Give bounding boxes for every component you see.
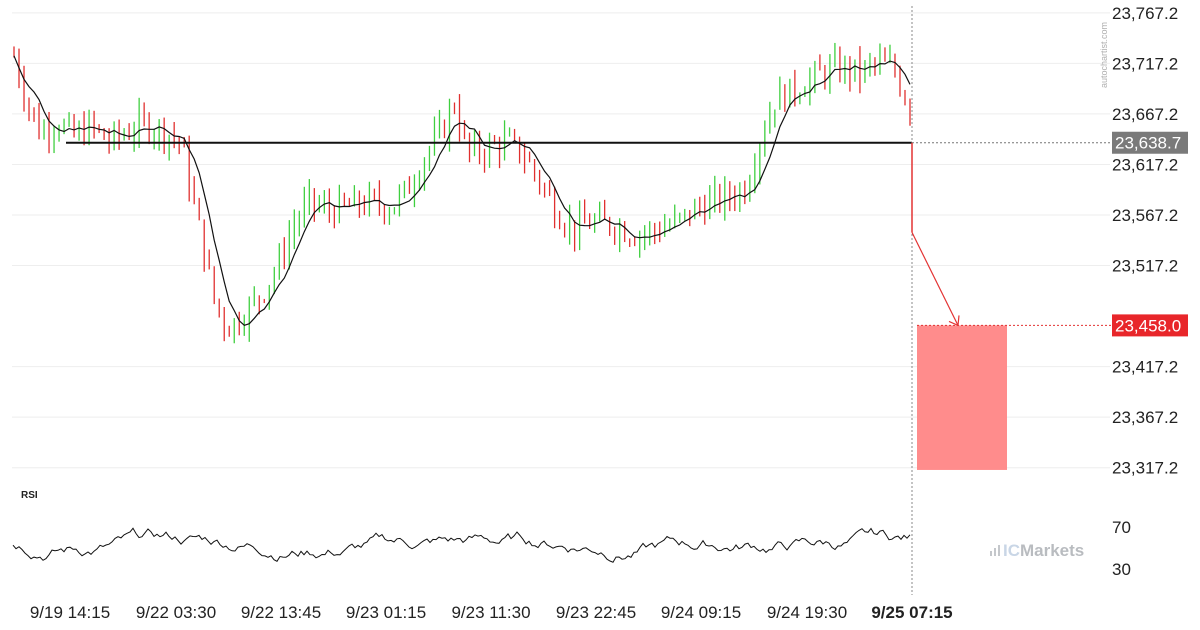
current-price-tag-bg [1112, 131, 1188, 154]
x-tick-label: 9/24 09:15 [661, 603, 741, 622]
rsi-label: RSI [21, 490, 38, 501]
brand-logo: ICMarkets [990, 541, 1084, 560]
y-tick-label: 23,617.2 [1112, 155, 1178, 174]
x-tick-label: 9/23 01:15 [346, 603, 426, 622]
brand-bars-icon [990, 545, 1000, 556]
y-tick-label: 23,367.2 [1112, 408, 1178, 427]
brand-name: ICMarkets [1003, 541, 1084, 560]
forecast-arrowhead [948, 315, 960, 327]
forecast-arrow-line [911, 232, 959, 326]
y-tick-label: 23,317.2 [1112, 459, 1178, 478]
y-tick-label: 23,567.2 [1112, 206, 1178, 225]
grid-lines [12, 12, 1110, 469]
rsi-level-70: 70 [1112, 518, 1131, 537]
y-tick-label: 23,717.2 [1112, 54, 1178, 73]
y-axis: 23,767.2 23,717.2 23,667.2 23,617.2 23,567.2… [1112, 4, 1178, 478]
watermark: autochartist.com [1099, 22, 1109, 88]
x-tick-label: 9/22 13:45 [241, 603, 321, 622]
y-tick-label: 23,417.2 [1112, 358, 1178, 377]
target-price-tag: 23,458.0 [1112, 314, 1188, 337]
moving-average-line [13, 55, 911, 326]
rsi-level-30: 30 [1112, 560, 1131, 579]
current-price-label: 23,638.7 [1115, 134, 1181, 153]
rsi-line [12, 527, 911, 563]
x-tick-label: 9/24 19:30 [767, 603, 847, 622]
x-axis: 9/19 14:15 9/22 03:30 9/22 13:45 9/23 01:15… [30, 603, 953, 622]
candlestick-series [13, 42, 911, 344]
x-tick-label: 9/23 22:45 [556, 603, 636, 622]
target-price-label: 23,458.0 [1115, 316, 1181, 335]
x-tick-label: 9/19 14:15 [30, 603, 110, 622]
x-tick-label: 9/25 07:15 [871, 603, 952, 622]
brand-suffix: Markets [1020, 541, 1084, 560]
x-tick-label: 9/22 03:30 [136, 603, 216, 622]
y-tick-label: 23,767.2 [1112, 4, 1178, 23]
y-tick-label: 23,517.2 [1112, 257, 1178, 276]
target-price-tag-bg [1112, 314, 1188, 337]
target-zone [917, 325, 1007, 470]
current-price-tag: 23,638.7 [1112, 131, 1188, 154]
brand-prefix: IC [1003, 541, 1020, 560]
x-tick-label: 9/23 11:30 [451, 603, 530, 622]
y-tick-label: 23,667.2 [1112, 105, 1178, 124]
